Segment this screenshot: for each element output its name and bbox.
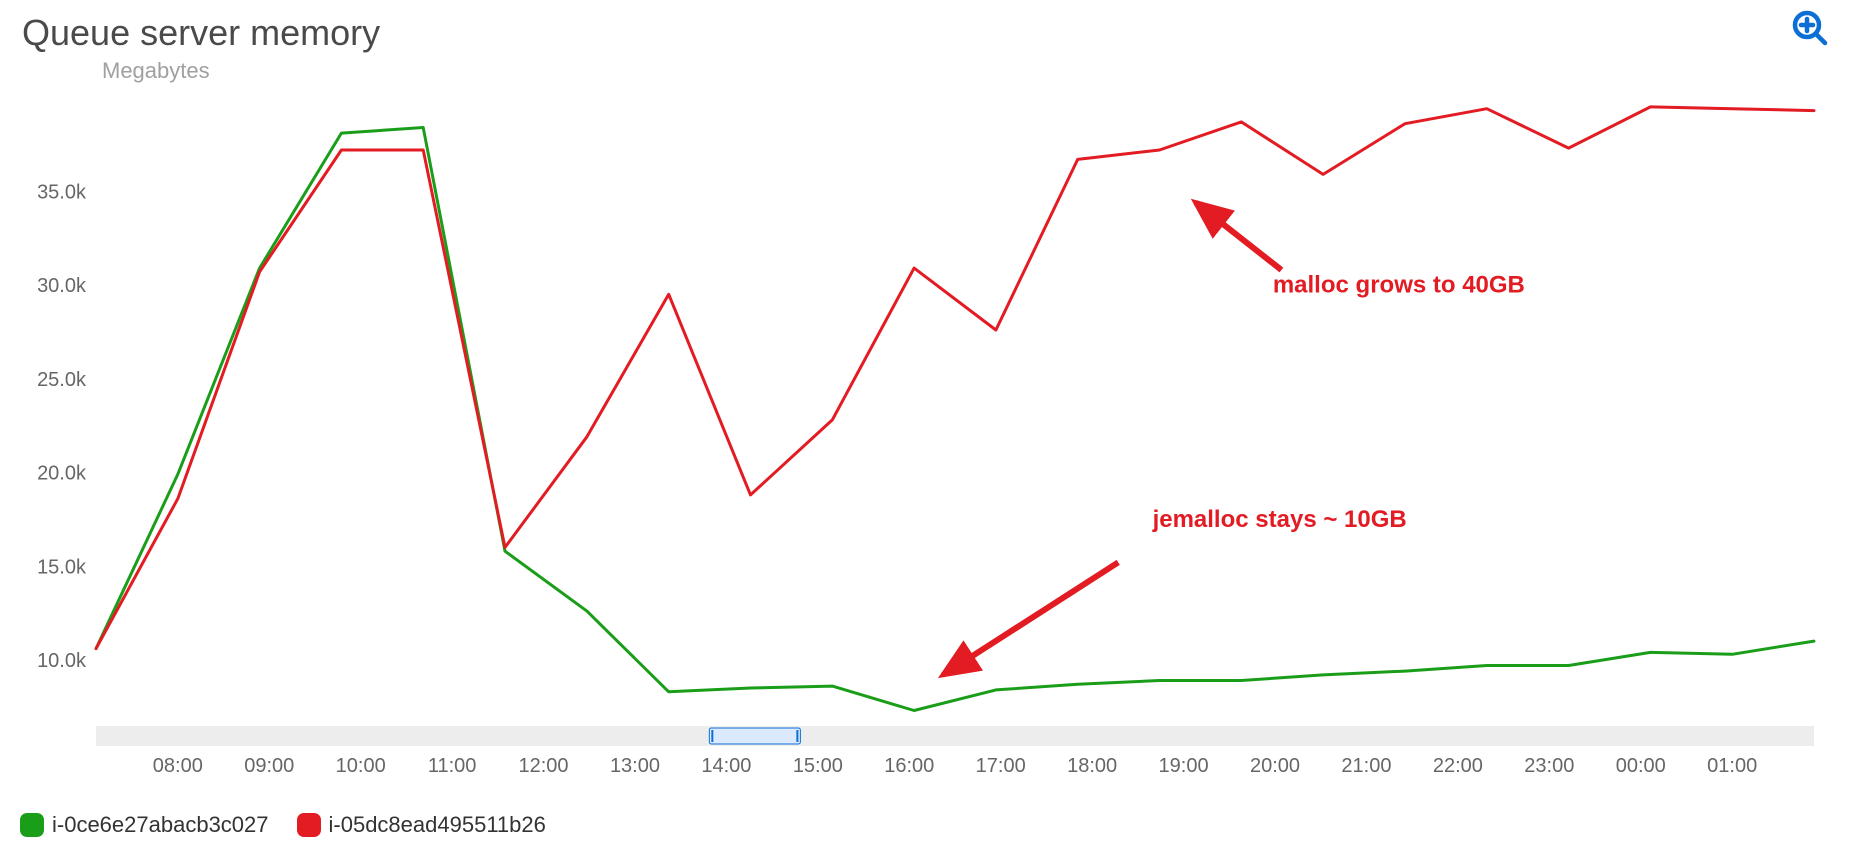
chart-plot-area[interactable]: 10.0k 15.0k 20.0k 25.0k 30.0k 35.0k 08:00 09:00… xyxy=(20,90,1824,782)
legend-label: i-0ce6e27abacb3c027 xyxy=(52,812,269,838)
svg-text:01:00: 01:00 xyxy=(1707,755,1757,777)
svg-text:00:00: 00:00 xyxy=(1616,755,1666,777)
svg-text:18:00: 18:00 xyxy=(1067,755,1117,777)
legend-item-green[interactable]: i-0ce6e27abacb3c027 xyxy=(20,812,269,838)
svg-text:22:00: 22:00 xyxy=(1433,755,1483,777)
legend: i-0ce6e27abacb3c027 i-05dc8ead495511b26 xyxy=(20,812,546,838)
svg-text:13:00: 13:00 xyxy=(610,755,660,777)
zoom-in-icon[interactable] xyxy=(1792,10,1828,46)
svg-text:17:00: 17:00 xyxy=(976,755,1026,777)
svg-text:10.0k: 10.0k xyxy=(37,650,87,672)
svg-text:11:00: 11:00 xyxy=(428,755,477,777)
svg-text:15.0k: 15.0k xyxy=(37,556,87,578)
svg-text:16:00: 16:00 xyxy=(884,755,934,777)
legend-swatch-icon xyxy=(20,813,44,837)
svg-text:25.0k: 25.0k xyxy=(37,369,87,391)
y-axis-title: Megabytes xyxy=(102,58,1834,84)
svg-text:08:00: 08:00 xyxy=(153,755,203,777)
chart-panel: Queue server memory Megabytes 10.0k 15.0k… xyxy=(0,0,1854,862)
svg-text:12:00: 12:00 xyxy=(519,755,569,777)
svg-text:30.0k: 30.0k xyxy=(37,275,87,297)
svg-text:09:00: 09:00 xyxy=(244,755,294,777)
svg-text:23:00: 23:00 xyxy=(1524,755,1574,777)
svg-text:14:00: 14:00 xyxy=(701,755,751,777)
svg-text:21:00: 21:00 xyxy=(1341,755,1391,777)
svg-text:jemalloc stays ~ 10GB: jemalloc stays ~ 10GB xyxy=(1152,506,1407,533)
svg-text:15:00: 15:00 xyxy=(793,755,843,777)
legend-swatch-icon xyxy=(297,813,321,837)
svg-text:20:00: 20:00 xyxy=(1250,755,1300,777)
svg-text:20.0k: 20.0k xyxy=(37,463,87,485)
chart-title: Queue server memory xyxy=(22,12,1834,54)
svg-text:malloc grows to 40GB: malloc grows to 40GB xyxy=(1273,271,1525,298)
legend-label: i-05dc8ead495511b26 xyxy=(329,812,546,838)
svg-text:10:00: 10:00 xyxy=(336,755,386,777)
svg-text:19:00: 19:00 xyxy=(1159,755,1209,777)
legend-item-red[interactable]: i-05dc8ead495511b26 xyxy=(297,812,546,838)
svg-text:35.0k: 35.0k xyxy=(37,181,87,203)
